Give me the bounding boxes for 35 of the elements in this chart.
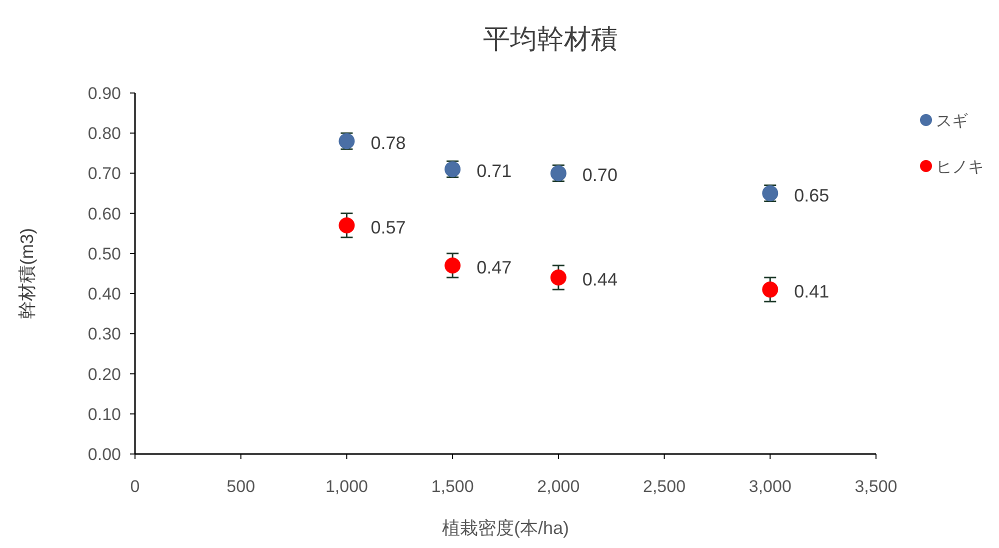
y-tick-label: 0.60 (88, 204, 121, 224)
x-tick-label: 3,000 (748, 477, 792, 496)
x-tick-label: 500 (226, 477, 256, 496)
data-label: 0.41 (794, 282, 830, 302)
y-tick-label: 0.20 (88, 364, 121, 384)
y-tick-label: 0.40 (88, 284, 121, 304)
y-axis-title: 幹材積(m3) (17, 228, 37, 319)
x-tick-label: 2,000 (537, 477, 580, 496)
y-tick-label: 0.70 (88, 164, 121, 184)
x-tick-label: 1,500 (431, 477, 474, 496)
x-tick-label: 0 (130, 477, 140, 496)
point (444, 257, 461, 274)
x-tick-label: 2,500 (643, 477, 686, 496)
legend-label: スギ (936, 112, 968, 130)
data-label: 0.57 (370, 217, 406, 238)
data-label: 0.44 (582, 270, 618, 290)
point (550, 270, 566, 286)
y-tick-label: 0.90 (88, 84, 121, 103)
point (338, 217, 355, 234)
y-tick-label: 0.10 (88, 404, 121, 424)
data-label: 0.65 (794, 185, 830, 206)
data-label: 0.71 (476, 161, 512, 182)
y-tick-label: 0.30 (88, 324, 121, 344)
y-tick-label: 0.80 (88, 124, 121, 144)
y-tick-label: 0.00 (88, 445, 121, 464)
point (762, 282, 778, 298)
data-label: 0.47 (476, 257, 512, 278)
x-tick-label: 1,000 (325, 477, 368, 496)
x-tick-label: 3,500 (854, 477, 898, 496)
data-label: 0.70 (582, 165, 618, 186)
data-label: 0.78 (370, 133, 406, 154)
legend-label: ヒノキ (936, 159, 984, 176)
x-axis-title: 植栽密度(本/ha) (442, 518, 570, 538)
chart-title: 平均幹材積 (483, 24, 618, 54)
y-tick-label: 0.50 (88, 244, 121, 264)
